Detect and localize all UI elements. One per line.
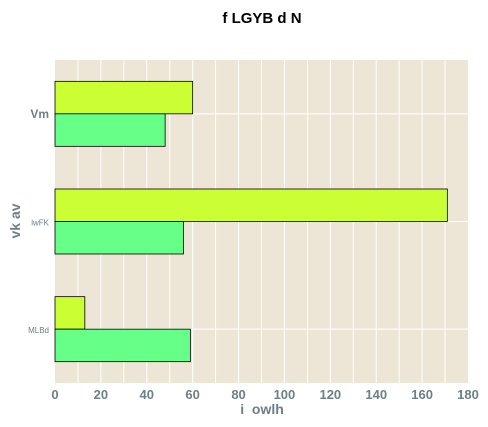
x-tick-label: 180 xyxy=(457,387,479,402)
chart-title: f LGYB d N xyxy=(222,10,301,27)
x-tick-label: 20 xyxy=(94,387,108,402)
bar-lwFK-series-1 xyxy=(54,188,448,222)
x-tick-label: 160 xyxy=(411,387,433,402)
x-tick-label: 0 xyxy=(51,387,58,402)
x-tick-label: 40 xyxy=(140,387,154,402)
x-tick-label: 80 xyxy=(231,387,245,402)
x-tick-label: 60 xyxy=(185,387,199,402)
y-category-label: MLBd xyxy=(28,326,49,335)
bar-Vm-series-2 xyxy=(54,113,166,147)
bar-MLBd-series-1 xyxy=(54,296,86,330)
y-category-label: Vm xyxy=(30,107,49,121)
x-axis-label: i owlh xyxy=(240,401,284,417)
x-tick-label: 140 xyxy=(365,387,387,402)
bar-MLBd-series-2 xyxy=(54,328,191,363)
bar-Vm-series-1 xyxy=(54,80,194,115)
x-tick-label: 120 xyxy=(319,387,341,402)
y-axis-categories: Vm lwFK MLBd xyxy=(28,107,50,335)
x-axis-ticks: 0 20 40 60 80 100 120 140 160 180 xyxy=(51,387,478,402)
bar-lwFK-series-2 xyxy=(54,221,184,255)
y-category-label: lwFK xyxy=(31,219,49,228)
y-axis-label: vk av xyxy=(7,203,23,238)
bars xyxy=(54,80,448,363)
x-tick-label: 100 xyxy=(274,387,296,402)
